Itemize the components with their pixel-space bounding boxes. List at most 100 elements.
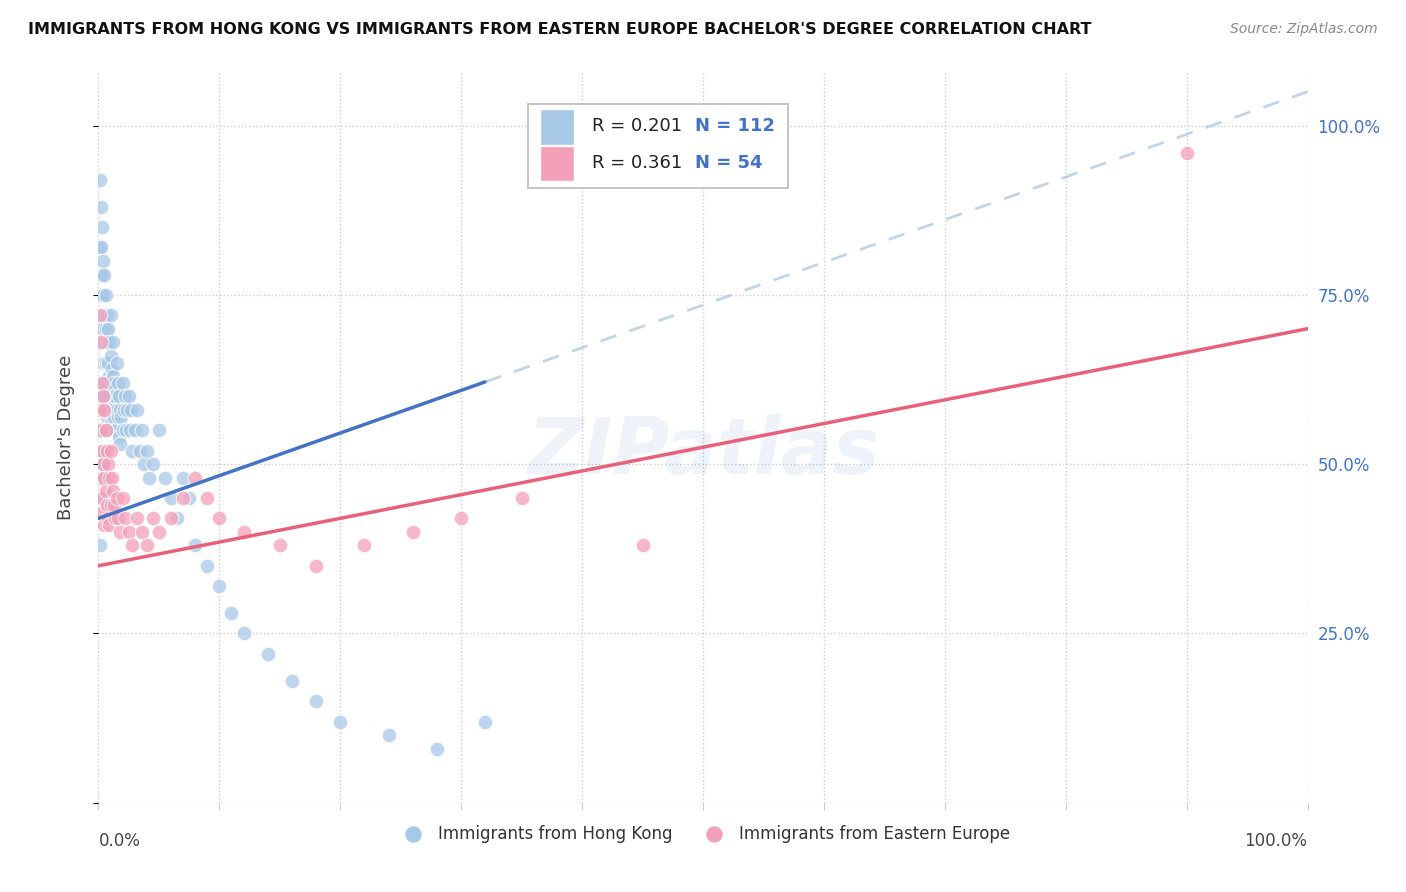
Point (93, 268, 115, 282)
Point (195, 491, 218, 505)
Point (127, 511, 149, 525)
Point (103, 376, 125, 390)
Point (94, 423, 117, 437)
Point (96, 498, 118, 512)
Point (91, 355, 114, 369)
Point (91, 443, 114, 458)
Point (117, 403, 139, 417)
Point (305, 558, 328, 573)
Point (94, 389, 117, 403)
Text: 0.0%: 0.0% (98, 832, 141, 850)
Point (89, 491, 111, 505)
Point (118, 389, 141, 403)
Point (377, 728, 399, 742)
Point (108, 403, 131, 417)
Point (160, 511, 183, 525)
Point (107, 376, 129, 390)
Point (100, 396, 122, 410)
Point (97, 389, 120, 403)
Point (90, 200, 112, 214)
Point (108, 437, 131, 451)
Point (97, 322, 120, 336)
Point (89, 322, 111, 336)
Point (131, 423, 153, 437)
Point (1175, 145, 1198, 160)
Point (148, 524, 170, 539)
Point (91, 505, 114, 519)
Point (96, 409, 118, 424)
Point (93, 403, 115, 417)
Point (402, 524, 425, 539)
Point (94, 423, 117, 437)
Point (148, 423, 170, 437)
Point (232, 626, 254, 640)
Point (89, 457, 111, 471)
Point (91, 423, 114, 437)
Point (90, 335, 112, 350)
Point (110, 409, 132, 424)
Point (103, 409, 125, 424)
Text: R = 0.361: R = 0.361 (592, 153, 682, 172)
Point (93, 518, 115, 533)
Point (221, 606, 243, 620)
Point (256, 647, 278, 661)
Point (128, 443, 150, 458)
Point (91, 389, 114, 403)
Point (184, 471, 207, 485)
Point (93, 443, 115, 458)
Point (100, 383, 122, 397)
Point (98, 518, 121, 533)
Point (426, 741, 449, 756)
Legend: Immigrants from Hong Kong, Immigrants from Eastern Europe: Immigrants from Hong Kong, Immigrants fr… (389, 818, 1017, 849)
Point (115, 423, 138, 437)
Point (94, 322, 117, 336)
Point (90, 376, 112, 390)
Text: 100.0%: 100.0% (1244, 832, 1308, 850)
Point (91, 457, 114, 471)
Point (103, 498, 125, 512)
Text: IMMIGRANTS FROM HONG KONG VS IMMIGRANTS FROM EASTERN EUROPE BACHELOR'S DEGREE CO: IMMIGRANTS FROM HONG KONG VS IMMIGRANTS … (28, 22, 1091, 37)
Point (100, 417, 122, 431)
Point (96, 308, 118, 322)
FancyBboxPatch shape (540, 146, 574, 181)
Point (97, 457, 120, 471)
Point (114, 389, 136, 403)
Point (97, 511, 120, 525)
Point (90, 335, 112, 350)
Point (91, 491, 114, 505)
Point (107, 511, 129, 525)
Point (91, 471, 114, 485)
Point (98, 369, 121, 384)
Point (100, 362, 122, 376)
Point (91, 220, 114, 235)
Point (510, 491, 533, 505)
Point (138, 471, 160, 485)
Text: ZIPatlas: ZIPatlas (527, 414, 879, 490)
Point (90, 423, 112, 437)
Point (121, 538, 143, 552)
Point (89, 403, 111, 417)
Point (474, 714, 496, 729)
Point (111, 376, 134, 390)
Point (91, 376, 114, 390)
Point (208, 579, 231, 593)
Point (111, 491, 134, 505)
Point (97, 355, 120, 369)
Point (94, 484, 117, 499)
Point (89, 172, 111, 186)
Point (91, 335, 114, 350)
Point (166, 511, 188, 525)
Point (98, 471, 121, 485)
Point (94, 423, 117, 437)
Point (98, 403, 121, 417)
Point (112, 403, 135, 417)
Point (91, 322, 114, 336)
Point (131, 524, 153, 539)
Point (269, 538, 291, 552)
Point (104, 511, 127, 525)
Point (91, 268, 114, 282)
Point (305, 694, 328, 708)
Point (93, 335, 115, 350)
Point (91, 423, 114, 437)
Point (195, 558, 218, 573)
